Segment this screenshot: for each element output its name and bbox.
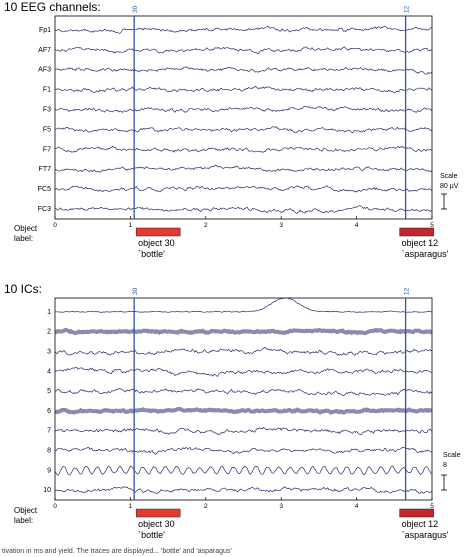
x-tick-label: 5 [430,222,434,229]
channel-label: FT7 [39,166,52,173]
channel-trace [54,465,433,476]
channel-trace [55,145,433,153]
object-label-2: Object [14,506,38,515]
event-bar [135,508,181,518]
x-tick-label: 4 [355,222,359,229]
channel-label: AF3 [38,67,51,74]
channel-trace [54,446,433,455]
channel-trace [54,427,433,436]
channel-trace [53,406,432,415]
channel-trace [54,25,433,34]
x-tick-label: 3 [279,222,283,229]
scale-label-1: Scale [440,173,458,180]
x-tick-label: 5 [430,503,434,510]
channel-label: F7 [43,146,51,153]
event-marker-label: 12 [404,287,411,295]
event-marker-label: 30 [132,5,139,13]
event-marker-label: 12 [404,5,411,13]
channel-label: 2 [47,329,51,336]
channel-label: F3 [43,107,51,114]
channel-trace [55,126,433,134]
channel-trace [54,297,433,313]
event-bar [135,227,181,237]
panel2-title: 10 ICs: [4,282,42,296]
channel-label: 4 [47,368,51,375]
channel-trace [54,388,433,396]
scale-value-1: 80 µV [440,183,459,190]
x-tick-label: 2 [204,222,208,229]
plot-frame [54,15,433,220]
object-label-2b: label: [14,516,33,525]
channel-label: 5 [47,388,51,395]
channel-label: 6 [47,408,51,415]
channel-label: 1 [47,309,51,316]
channel-trace [54,164,433,173]
x-tick-label: 0 [53,503,57,510]
plot-frame [54,297,433,501]
event-marker-label: 30 [132,287,139,295]
event-label-2: `asparagus' [402,249,449,259]
x-tick-label: 3 [279,503,283,510]
channel-label: FC3 [38,206,51,213]
x-tick-label: 0 [53,222,57,229]
event-label-1: object 12 [402,238,439,248]
channel-label: 10 [43,487,51,494]
event-label-1: object 30 [138,519,175,529]
object-label-1: Object [14,224,38,233]
channel-trace [54,85,433,94]
channel-label: 9 [47,467,51,474]
channel-trace [54,46,433,55]
channel-trace [54,486,433,494]
channel-label: 3 [47,348,51,355]
channel-trace [54,366,433,377]
event-label-2: `bottle' [138,249,165,259]
event-label-1: object 12 [402,519,439,529]
channel-label: AF7 [38,47,51,54]
channel-trace [55,185,433,193]
channel-trace [54,327,434,336]
scale-label-2: Scale [443,452,461,459]
channel-trace [54,66,433,75]
x-tick-label: 2 [204,503,208,510]
channel-trace [54,205,433,215]
channel-label: Fp1 [39,27,51,34]
channel-trace [54,106,433,114]
event-bar [399,508,434,518]
scale-value-2: 8 [443,462,447,469]
event-bar [399,227,434,237]
x-tick-label: 1 [129,222,133,229]
x-tick-label: 4 [355,503,359,510]
channel-trace [54,347,433,356]
channel-label: 8 [47,447,51,454]
event-label-2: `asparagus' [402,530,449,540]
channel-label: F5 [43,126,51,133]
panel1-title: 10 EEG channels: [4,0,101,14]
object-label-1b: label: [14,234,33,243]
x-tick-label: 1 [129,503,133,510]
channel-label: F1 [43,87,51,94]
event-label-1: object 30 [138,238,175,248]
channel-label: 7 [47,428,51,435]
caption-fragment: tivation in ms and yield. The traces are… [2,548,232,555]
channel-label: FC5 [38,186,51,193]
event-label-2: `bottle' [138,530,165,540]
